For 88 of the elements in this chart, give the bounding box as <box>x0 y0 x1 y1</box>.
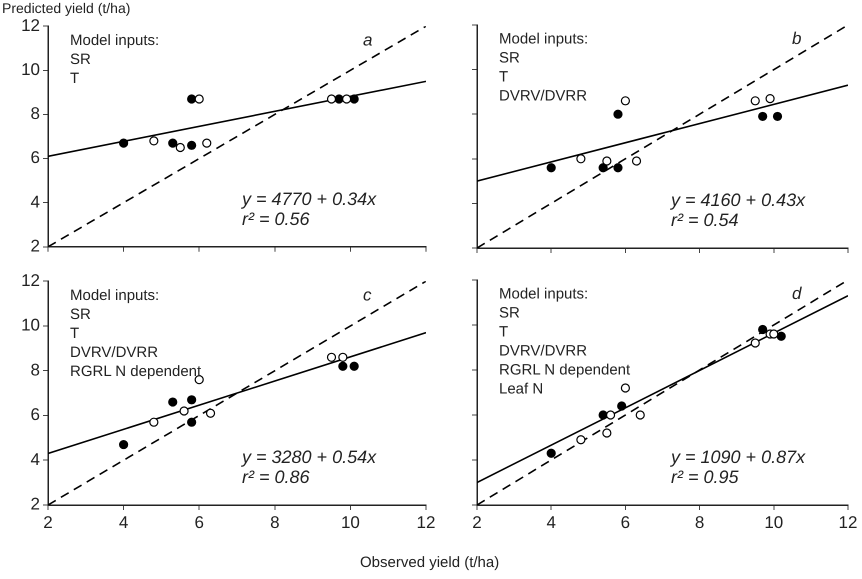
point <box>613 163 623 172</box>
annotation: c <box>363 285 372 304</box>
point <box>772 112 782 122</box>
y-tick-label: 8 <box>30 360 40 380</box>
point <box>168 397 178 407</box>
point <box>187 140 196 150</box>
annotation: Model inputs: SR T <box>70 32 160 87</box>
annotation: a <box>363 30 372 50</box>
point <box>202 138 212 148</box>
point <box>546 163 556 172</box>
y-tick-label: 10 <box>21 316 40 335</box>
point <box>326 352 336 362</box>
x-tick-label: 10 <box>340 512 360 532</box>
point <box>338 362 348 371</box>
annotation: d <box>792 284 802 304</box>
x-tick-label: 4 <box>546 512 556 532</box>
x-tick-label: 12 <box>416 512 436 532</box>
annotation: y = 4160 + 0.43x <box>669 190 806 210</box>
point <box>769 329 778 339</box>
point <box>576 154 586 164</box>
point <box>326 94 336 104</box>
y-tick-label: 6 <box>30 148 40 168</box>
point <box>194 94 204 104</box>
x-tick-label: 6 <box>194 512 204 532</box>
point <box>187 418 196 427</box>
point <box>342 94 352 104</box>
y-tick-label: 2 <box>30 236 40 256</box>
y-tick-label: 4 <box>30 450 40 469</box>
point <box>546 448 556 458</box>
y-tick-label: 12 <box>21 16 40 35</box>
annotation: b <box>792 29 802 48</box>
x-tick-label: 8 <box>270 512 280 532</box>
point <box>187 395 196 404</box>
point <box>598 410 608 420</box>
point <box>617 401 626 411</box>
point <box>602 428 612 438</box>
point <box>602 156 612 166</box>
y-tick-label: 2 <box>30 494 40 514</box>
point <box>179 406 189 416</box>
y-tick-label: 6 <box>30 405 40 424</box>
point <box>636 410 645 420</box>
point <box>149 136 158 146</box>
point <box>176 142 185 152</box>
annotation: Model inputs: SR T DVRV/DVRR <box>499 30 588 105</box>
annotation: y = 3280 + 0.54x <box>240 447 378 467</box>
annotation: y = 1090 + 0.87x <box>669 447 806 467</box>
point <box>119 440 128 450</box>
x-tick-label: 2 <box>43 512 53 532</box>
point <box>119 138 128 148</box>
point <box>187 94 196 104</box>
point <box>758 112 768 122</box>
x-axis-title: Observed yield (t/ha) <box>360 554 500 571</box>
annotation: r² = 0.56 <box>242 208 311 229</box>
y-tick-label: 10 <box>21 60 40 80</box>
point <box>750 96 760 106</box>
x-tick-label: 2 <box>472 512 482 532</box>
point <box>168 138 178 148</box>
annotation: Model inputs: SR T DVRV/DVRR RGRL N dependent Leaf N <box>499 286 632 398</box>
point <box>776 332 786 341</box>
point <box>149 418 158 427</box>
point <box>632 156 642 166</box>
point <box>576 435 586 444</box>
point <box>620 96 630 106</box>
point <box>620 383 630 393</box>
point <box>765 94 775 104</box>
point <box>613 110 623 119</box>
x-tick-label: 10 <box>764 512 784 532</box>
x-tick-label: 12 <box>838 512 858 532</box>
annotation: Model inputs: SR T DVRV/DVRR RGRL N dependent <box>70 286 202 380</box>
point <box>350 94 359 104</box>
point <box>338 352 348 362</box>
point <box>758 324 768 334</box>
y-tick-label: 4 <box>30 192 40 212</box>
point <box>750 338 760 348</box>
x-tick-label: 6 <box>620 512 630 532</box>
point <box>206 408 216 418</box>
y-axis-title: Predicted yield (t/ha) <box>2 0 130 16</box>
point <box>350 362 359 371</box>
annotation: r² = 0.95 <box>671 467 740 487</box>
annotation: r² = 0.54 <box>671 210 739 230</box>
annotation: y = 4770 + 0.34x <box>240 188 378 209</box>
x-tick-label: 4 <box>118 512 128 532</box>
x-tick-label: 8 <box>694 512 704 532</box>
annotation: r² = 0.86 <box>242 467 311 487</box>
y-tick-label: 12 <box>21 270 40 290</box>
y-tick-label: 8 <box>30 104 40 124</box>
point <box>606 410 616 420</box>
point <box>598 163 608 172</box>
